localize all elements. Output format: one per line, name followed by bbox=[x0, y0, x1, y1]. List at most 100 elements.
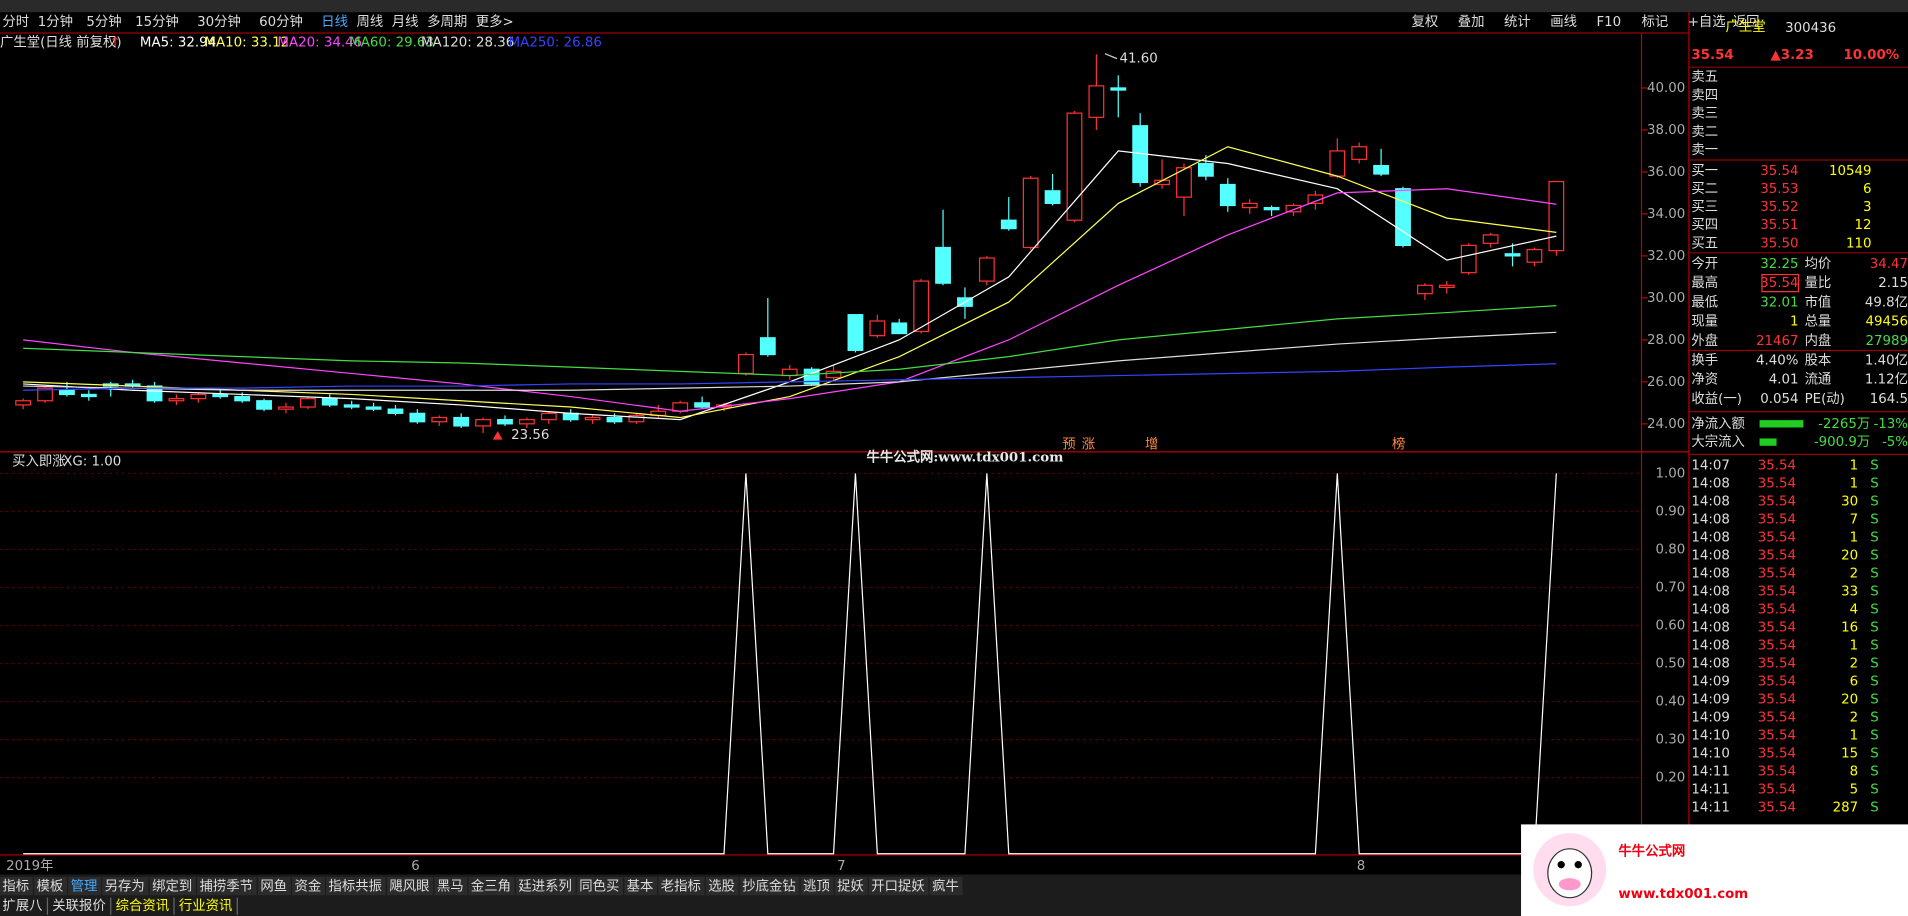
tick-price: 35.54 bbox=[1758, 548, 1796, 563]
tick-price: 35.54 bbox=[1758, 458, 1796, 473]
tab[interactable]: 关联报价 bbox=[52, 898, 105, 914]
tab[interactable]: 廷进系列 bbox=[518, 879, 571, 895]
tick-side: S bbox=[1870, 765, 1878, 780]
tab[interactable]: 模板 bbox=[37, 879, 64, 895]
tool-button[interactable]: 复权 bbox=[1412, 13, 1439, 30]
candle-body bbox=[343, 404, 360, 408]
bid-label: 买三 bbox=[1691, 199, 1718, 215]
stat-value: 2.15 bbox=[1878, 276, 1908, 291]
bid-volume: 6 bbox=[1863, 182, 1872, 197]
candle-body bbox=[387, 408, 404, 414]
flow-bar bbox=[1759, 438, 1777, 446]
stat-value: 1.40亿 bbox=[1865, 352, 1908, 368]
stat-value: 0.054 bbox=[1760, 392, 1798, 407]
tab[interactable]: 逃顶 bbox=[803, 879, 830, 895]
ma-line bbox=[23, 146, 1557, 419]
tick-side: S bbox=[1870, 602, 1878, 617]
tick-volume: 16 bbox=[1841, 620, 1858, 635]
stat-label: 最低 bbox=[1691, 294, 1718, 310]
tab[interactable]: 抄底金钻 bbox=[742, 879, 795, 895]
stock-name: 广生堂 bbox=[1725, 19, 1765, 35]
tick-price: 35.54 bbox=[1758, 656, 1796, 671]
stat-label: 净资 bbox=[1691, 372, 1718, 388]
y-tick-label: 0.20 bbox=[1656, 771, 1686, 786]
tick-price: 35.54 bbox=[1758, 711, 1796, 726]
tab[interactable]: 黑马 bbox=[437, 879, 464, 895]
candle-body bbox=[80, 393, 97, 398]
period-tab[interactable]: 15分钟 bbox=[135, 13, 179, 30]
tab[interactable]: 金三角 bbox=[471, 879, 511, 895]
tab[interactable]: 综合资讯 bbox=[116, 898, 169, 914]
tool-button[interactable]: 统计 bbox=[1504, 14, 1531, 30]
tab[interactable]: 绑定到 bbox=[152, 879, 192, 895]
tab[interactable]: 开口捉妖 bbox=[871, 879, 924, 895]
tool-button[interactable]: 返回 bbox=[1733, 14, 1760, 30]
period-tab[interactable]: 更多> bbox=[476, 13, 514, 30]
tick-side: S bbox=[1870, 476, 1878, 491]
period-tab[interactable]: 月线 bbox=[392, 14, 419, 30]
tab[interactable]: 网鱼 bbox=[260, 878, 287, 895]
tab[interactable]: 捉妖 bbox=[837, 879, 864, 895]
ma-legend: MA120: 28.36 bbox=[421, 36, 514, 51]
tab[interactable]: 指标共振 bbox=[329, 879, 382, 895]
tick-time: 14:08 bbox=[1691, 512, 1730, 527]
candle-body bbox=[475, 419, 491, 427]
tab[interactable]: 资金 bbox=[294, 879, 321, 895]
candle-body bbox=[1504, 253, 1521, 257]
tab-bg bbox=[658, 876, 705, 896]
period-tab[interactable]: 多周期 bbox=[427, 13, 467, 30]
period-tab[interactable]: 周线 bbox=[357, 14, 384, 30]
tick-side: S bbox=[1870, 620, 1878, 635]
x-label: 2019年 bbox=[6, 858, 53, 874]
tab[interactable]: 管理 bbox=[71, 879, 98, 895]
period-tab[interactable]: 日线 bbox=[321, 14, 348, 30]
stat-label: PE(动) bbox=[1805, 391, 1845, 407]
stat-value: 1 bbox=[1790, 315, 1799, 330]
flow-pct: -5% bbox=[1882, 435, 1908, 450]
tab[interactable]: 老指标 bbox=[661, 879, 701, 895]
tab[interactable]: 疯牛 bbox=[932, 879, 959, 895]
tool-button[interactable]: 叠加 bbox=[1458, 14, 1485, 30]
tab[interactable]: 行业资讯 bbox=[179, 898, 232, 914]
bid-label: 买四 bbox=[1691, 217, 1718, 233]
tool-button[interactable]: F10 bbox=[1596, 15, 1621, 30]
stat-value: 164.5 bbox=[1870, 392, 1908, 407]
stat-label: 流通 bbox=[1805, 372, 1832, 388]
period-tab[interactable]: 60分钟 bbox=[259, 13, 303, 30]
tab[interactable]: 指标 bbox=[2, 879, 29, 895]
y-tick-label: 28.00 bbox=[1647, 333, 1685, 348]
tool-button[interactable]: 标记 bbox=[1642, 14, 1669, 30]
tool-button[interactable]: +自选 bbox=[1688, 14, 1726, 30]
tab[interactable]: 基本 bbox=[627, 878, 654, 895]
title-strip bbox=[0, 0, 1908, 13]
period-tab[interactable]: 分时 bbox=[2, 14, 29, 30]
stat-value: 4.01 bbox=[1769, 373, 1799, 388]
watermark: 牛牛公式网:www.tdx001.com bbox=[867, 448, 1064, 465]
tab[interactable]: 扩展八 bbox=[2, 898, 43, 914]
tab[interactable]: 捕捞季节 bbox=[200, 879, 253, 895]
period-tab[interactable]: 5分钟 bbox=[86, 13, 121, 30]
tool-button[interactable]: 画线 bbox=[1550, 14, 1577, 30]
tab[interactable]: 选股 bbox=[708, 879, 735, 895]
tick-volume: 30 bbox=[1841, 494, 1858, 509]
period-tab[interactable]: 1分钟 bbox=[38, 13, 73, 30]
candle-body bbox=[913, 280, 930, 333]
tick-time: 14:09 bbox=[1691, 693, 1730, 708]
candle-body bbox=[1197, 162, 1214, 177]
tab[interactable]: 同色买 bbox=[579, 878, 619, 895]
tab[interactable]: 飓风眼 bbox=[389, 880, 429, 895]
tick-time: 14:10 bbox=[1691, 747, 1730, 762]
period-tab[interactable]: 30分钟 bbox=[197, 13, 241, 30]
flow-label: 大宗流入 bbox=[1691, 434, 1744, 450]
candle-body bbox=[1022, 177, 1039, 249]
indicator-title: 买入即涨 bbox=[12, 454, 65, 470]
tick-volume: 4 bbox=[1850, 602, 1859, 617]
tab[interactable]: 另存为 bbox=[105, 879, 145, 895]
tick-volume: 7 bbox=[1850, 512, 1859, 527]
logo-url: www.tdx001.com bbox=[1618, 887, 1748, 902]
candle-body bbox=[168, 398, 185, 402]
candle-body bbox=[278, 406, 294, 410]
stat-label: 收益(一) bbox=[1691, 391, 1742, 407]
candle-body bbox=[1460, 244, 1477, 274]
